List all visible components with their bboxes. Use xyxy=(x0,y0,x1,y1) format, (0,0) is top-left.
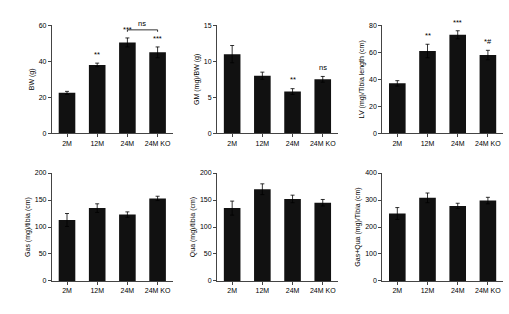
svg-text:24M: 24M xyxy=(121,287,135,294)
svg-text:ns: ns xyxy=(319,63,327,72)
svg-text:50: 50 xyxy=(39,250,47,257)
svg-text:50: 50 xyxy=(204,250,212,257)
svg-text:12M: 12M xyxy=(90,287,104,294)
svg-text:60: 60 xyxy=(39,22,47,29)
svg-text:24M KO: 24M KO xyxy=(145,140,171,147)
svg-text:GM (mg)/BW (g): GM (mg)/BW (g) xyxy=(193,54,201,105)
svg-text:24M KO: 24M KO xyxy=(310,287,336,294)
svg-text:24M KO: 24M KO xyxy=(475,140,501,147)
svg-text:***: *** xyxy=(453,18,462,27)
svg-text:***: *** xyxy=(153,34,162,43)
svg-text:150: 150 xyxy=(35,196,47,203)
svg-text:12M: 12M xyxy=(421,140,435,147)
svg-text:2M: 2M xyxy=(227,287,237,294)
svg-text:2M: 2M xyxy=(392,287,402,294)
svg-text:24M KO: 24M KO xyxy=(145,287,171,294)
svg-text:12M: 12M xyxy=(90,140,104,147)
svg-text:**: ** xyxy=(425,31,431,40)
svg-text:24M: 24M xyxy=(451,140,465,147)
svg-text:24M KO: 24M KO xyxy=(475,287,501,294)
svg-text:100: 100 xyxy=(35,223,47,230)
svg-text:12M: 12M xyxy=(256,287,270,294)
svg-text:20: 20 xyxy=(369,103,377,110)
svg-text:40: 40 xyxy=(369,76,377,83)
svg-text:2M: 2M xyxy=(62,287,72,294)
svg-text:24M: 24M xyxy=(286,140,300,147)
svg-text:15: 15 xyxy=(204,22,212,29)
svg-text:2M: 2M xyxy=(227,140,237,147)
svg-text:0: 0 xyxy=(43,130,47,137)
svg-text:0: 0 xyxy=(373,130,377,137)
svg-text:0: 0 xyxy=(43,277,47,284)
svg-text:24M KO: 24M KO xyxy=(310,140,336,147)
svg-text:0: 0 xyxy=(208,130,212,137)
svg-text:200: 200 xyxy=(200,169,212,176)
svg-text:**: ** xyxy=(290,75,296,84)
svg-text:80: 80 xyxy=(369,22,377,29)
svg-text:40: 40 xyxy=(39,58,47,65)
svg-text:0: 0 xyxy=(208,277,212,284)
svg-text:24M: 24M xyxy=(121,140,135,147)
svg-text:60: 60 xyxy=(369,49,377,56)
svg-text:5: 5 xyxy=(208,94,212,101)
svg-text:12M: 12M xyxy=(256,140,270,147)
svg-text:**: ** xyxy=(94,50,100,59)
svg-text:200: 200 xyxy=(35,169,47,176)
svg-text:0: 0 xyxy=(373,277,377,284)
svg-text:100: 100 xyxy=(365,250,377,257)
svg-text:*#: *# xyxy=(484,37,492,46)
svg-text:Gas (mg)/tibia (cm): Gas (mg)/tibia (cm) xyxy=(24,197,32,257)
svg-text:24M: 24M xyxy=(286,287,300,294)
svg-text:24M: 24M xyxy=(451,287,465,294)
svg-text:LV (mg)/Tibia length (cm): LV (mg)/Tibia length (cm) xyxy=(358,40,366,118)
svg-text:2M: 2M xyxy=(392,140,402,147)
svg-text:200: 200 xyxy=(365,223,377,230)
svg-text:Qua (mg)/tibia (cm): Qua (mg)/tibia (cm) xyxy=(189,197,197,257)
svg-text:400: 400 xyxy=(365,169,377,176)
svg-text:20: 20 xyxy=(39,94,47,101)
svg-text:300: 300 xyxy=(365,196,377,203)
svg-text:***: *** xyxy=(123,25,132,34)
svg-text:100: 100 xyxy=(200,223,212,230)
svg-text:ns: ns xyxy=(138,19,146,28)
svg-text:150: 150 xyxy=(200,196,212,203)
svg-text:BW (g): BW (g) xyxy=(28,68,36,90)
svg-text:12M: 12M xyxy=(421,287,435,294)
svg-text:Gas+Qua (mg)/Tibia (cm): Gas+Qua (mg)/Tibia (cm) xyxy=(354,187,362,266)
svg-text:10: 10 xyxy=(204,58,212,65)
svg-text:2M: 2M xyxy=(62,140,72,147)
